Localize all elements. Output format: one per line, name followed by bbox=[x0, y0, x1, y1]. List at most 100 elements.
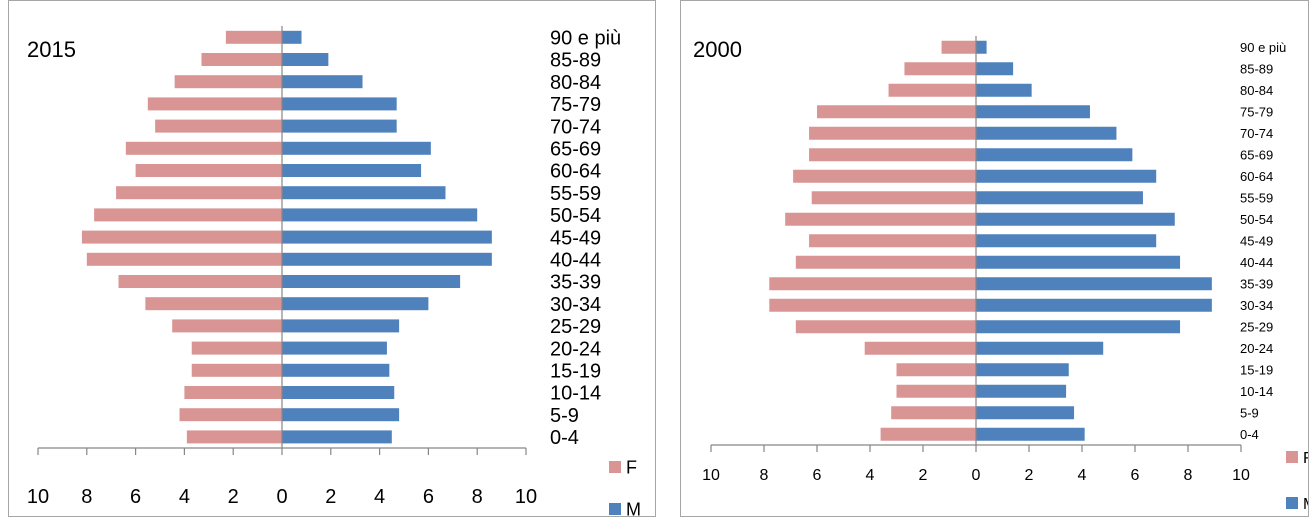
bar-female-60-64 bbox=[793, 169, 976, 183]
bar-male-65-69 bbox=[282, 141, 431, 155]
category-label: 80-84 bbox=[550, 72, 601, 94]
x-tick-label: 6 bbox=[423, 486, 434, 508]
bar-female-90 e più bbox=[941, 40, 976, 54]
x-tick-label: 2 bbox=[1025, 467, 1034, 484]
bar-female-15-19 bbox=[896, 363, 976, 377]
bar-male-75-79 bbox=[976, 105, 1090, 119]
bar-female-0-4 bbox=[880, 427, 976, 441]
bar-male-85-89 bbox=[282, 53, 329, 66]
legend-label-M: M bbox=[1303, 496, 1309, 513]
legend-swatch-M bbox=[1286, 497, 1298, 509]
bar-female-50-54 bbox=[94, 208, 283, 222]
category-label: 30-34 bbox=[550, 294, 601, 316]
bar-male-45-49 bbox=[976, 234, 1157, 248]
bar-female-0-4 bbox=[186, 430, 282, 444]
bar-female-45-49 bbox=[81, 230, 282, 244]
category-label: 10-14 bbox=[1240, 384, 1273, 399]
category-label: 70-74 bbox=[1240, 126, 1273, 141]
category-label: 15-19 bbox=[550, 361, 601, 383]
bar-male-60-64 bbox=[282, 164, 422, 177]
legend-swatch-F bbox=[1286, 451, 1298, 463]
bar-female-5-9 bbox=[179, 408, 282, 422]
bar-male-70-74 bbox=[976, 126, 1117, 140]
bar-female-30-34 bbox=[769, 298, 976, 312]
bar-male-0-4 bbox=[976, 427, 1085, 441]
bar-female-25-29 bbox=[172, 319, 282, 333]
x-tick-label: 0 bbox=[972, 467, 981, 484]
bar-female-60-64 bbox=[135, 164, 282, 177]
x-tick-label: 8 bbox=[760, 467, 769, 484]
category-label: 90 e più bbox=[550, 28, 621, 50]
legend-swatch-M bbox=[609, 503, 621, 515]
category-label: 35-39 bbox=[550, 272, 601, 294]
bar-male-50-54 bbox=[282, 208, 478, 222]
bar-female-20-24 bbox=[864, 341, 976, 355]
bar-male-15-19 bbox=[282, 363, 390, 377]
category-label: 20-24 bbox=[1240, 341, 1273, 356]
category-label: 55-59 bbox=[1240, 190, 1273, 205]
bar-female-80-84 bbox=[888, 83, 976, 97]
bar-female-55-59 bbox=[116, 186, 282, 200]
bar-male-15-19 bbox=[976, 363, 1069, 377]
bar-female-90 e più bbox=[225, 30, 282, 44]
category-label: 65-69 bbox=[1240, 147, 1273, 162]
bar-male-35-39 bbox=[976, 277, 1212, 291]
category-label: 5-9 bbox=[1240, 405, 1259, 420]
bar-male-70-74 bbox=[282, 119, 397, 133]
bar-female-5-9 bbox=[891, 406, 976, 420]
category-label: 50-54 bbox=[1240, 212, 1273, 227]
bar-female-55-59 bbox=[811, 191, 976, 205]
category-label: 20-24 bbox=[550, 338, 601, 360]
chart-title: 2000 bbox=[693, 37, 742, 62]
bar-male-80-84 bbox=[282, 75, 363, 89]
bar-male-35-39 bbox=[282, 275, 461, 288]
bar-male-25-29 bbox=[976, 320, 1181, 334]
bar-male-20-24 bbox=[282, 341, 387, 355]
bar-male-20-24 bbox=[976, 341, 1104, 355]
bar-male-40-44 bbox=[282, 252, 492, 266]
bar-male-0-4 bbox=[282, 430, 392, 444]
bar-female-80-84 bbox=[174, 75, 282, 89]
bar-female-25-29 bbox=[795, 320, 976, 334]
category-label: 70-74 bbox=[550, 116, 601, 138]
category-label: 15-19 bbox=[1240, 362, 1273, 377]
bar-male-55-59 bbox=[976, 191, 1143, 205]
bar-male-45-49 bbox=[282, 230, 492, 244]
bar-female-65-69 bbox=[125, 141, 282, 155]
x-tick-label: 6 bbox=[130, 486, 141, 508]
bar-female-50-54 bbox=[785, 212, 976, 226]
bar-female-85-89 bbox=[201, 53, 282, 66]
bar-male-5-9 bbox=[976, 406, 1075, 420]
x-tick-label: 0 bbox=[276, 486, 287, 508]
legend-swatch-F bbox=[609, 461, 621, 473]
bar-male-30-34 bbox=[976, 298, 1212, 312]
pyramid-chart-2015: 2015 0-45-910-1415-1920-2425-2930-3435-39… bbox=[27, 26, 641, 516]
x-tick-label: 6 bbox=[1131, 467, 1140, 484]
bar-male-55-59 bbox=[282, 186, 446, 200]
bar-male-80-84 bbox=[976, 83, 1032, 97]
bar-female-40-44 bbox=[86, 252, 282, 266]
chart-title: 2015 bbox=[27, 37, 76, 62]
category-label: 85-89 bbox=[550, 50, 601, 72]
category-label: 75-79 bbox=[550, 94, 601, 116]
bar-male-30-34 bbox=[282, 297, 429, 311]
chart-panel-2000: 2000 0-4 5-9 10-14 15-19 20-24 25-29 30-34 35-39… bbox=[680, 0, 1309, 517]
bar-male-10-14 bbox=[282, 386, 395, 399]
category-label: 85-89 bbox=[1240, 61, 1273, 76]
category-label: 55-59 bbox=[550, 183, 601, 205]
bar-male-65-69 bbox=[976, 148, 1133, 162]
category-label: 90 e più bbox=[1240, 40, 1286, 55]
bar-female-30-34 bbox=[145, 297, 282, 311]
x-tick-label: 6 bbox=[813, 467, 822, 484]
bar-male-50-54 bbox=[976, 212, 1175, 226]
category-label: 5-9 bbox=[550, 405, 579, 427]
category-label: 0-4 bbox=[1240, 427, 1259, 442]
bar-female-65-69 bbox=[809, 148, 976, 162]
x-tick-label: 10 bbox=[27, 486, 49, 508]
bar-male-75-79 bbox=[282, 97, 397, 111]
x-tick-label: 4 bbox=[179, 486, 190, 508]
bar-female-75-79 bbox=[817, 105, 976, 119]
bar-female-75-79 bbox=[147, 97, 282, 111]
category-label: 25-29 bbox=[550, 316, 601, 338]
bar-female-15-19 bbox=[191, 363, 282, 377]
